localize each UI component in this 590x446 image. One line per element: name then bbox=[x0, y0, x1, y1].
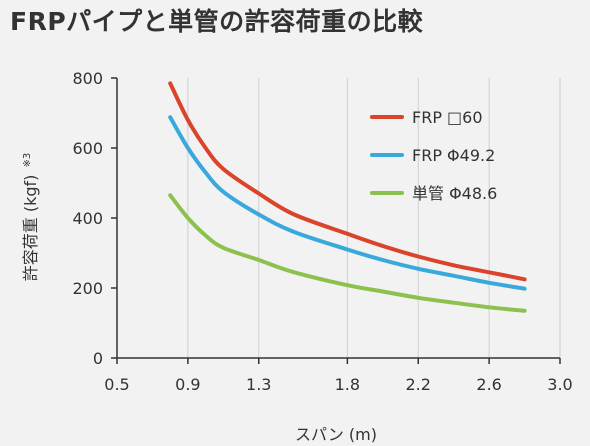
tick-labels: 0.5 0.9 1.3 1.8 2.2 2.6 3.0 0 200 400 600 800 bbox=[72, 69, 572, 394]
legend: FRP □60 FRP Φ49.2 単管 Φ48.6 bbox=[370, 108, 497, 203]
x-tick-label: 1.8 bbox=[335, 375, 360, 394]
series-line-2 bbox=[168, 115, 527, 291]
chart-title: FRPパイプと単管の許容荷重の比較 bbox=[10, 7, 424, 36]
series-lines bbox=[168, 81, 527, 313]
y-tick-label: 0 bbox=[93, 349, 103, 368]
legend-label-3: 単管 Φ48.6 bbox=[412, 184, 497, 203]
y-tick-label: 600 bbox=[72, 139, 103, 158]
series-line-3 bbox=[168, 193, 527, 313]
y-tick-label: 200 bbox=[72, 279, 103, 298]
y-axis-label: 許容荷重 (kgf) ※3 bbox=[21, 153, 40, 281]
legend-label-1: FRP □60 bbox=[412, 108, 483, 127]
x-tick-label: 3.0 bbox=[547, 375, 572, 394]
x-tick-label: 2.2 bbox=[406, 375, 431, 394]
y-tick-label: 400 bbox=[72, 209, 103, 228]
y-axis-label-note: ※3 bbox=[22, 153, 33, 168]
x-tick-label: 2.6 bbox=[476, 375, 501, 394]
x-tick-label: 0.9 bbox=[175, 375, 200, 394]
y-tick-label: 800 bbox=[72, 69, 103, 88]
legend-label-2: FRP Φ49.2 bbox=[412, 146, 495, 165]
x-axis-label: スパン (m) bbox=[295, 425, 377, 444]
x-tick-label: 0.5 bbox=[104, 375, 129, 394]
y-axis-label-text: 許容荷重 (kgf) bbox=[21, 175, 40, 282]
series-line-1 bbox=[168, 81, 527, 282]
grid-lines bbox=[187, 78, 561, 358]
x-tick-label: 1.3 bbox=[246, 375, 271, 394]
axes bbox=[111, 77, 561, 364]
